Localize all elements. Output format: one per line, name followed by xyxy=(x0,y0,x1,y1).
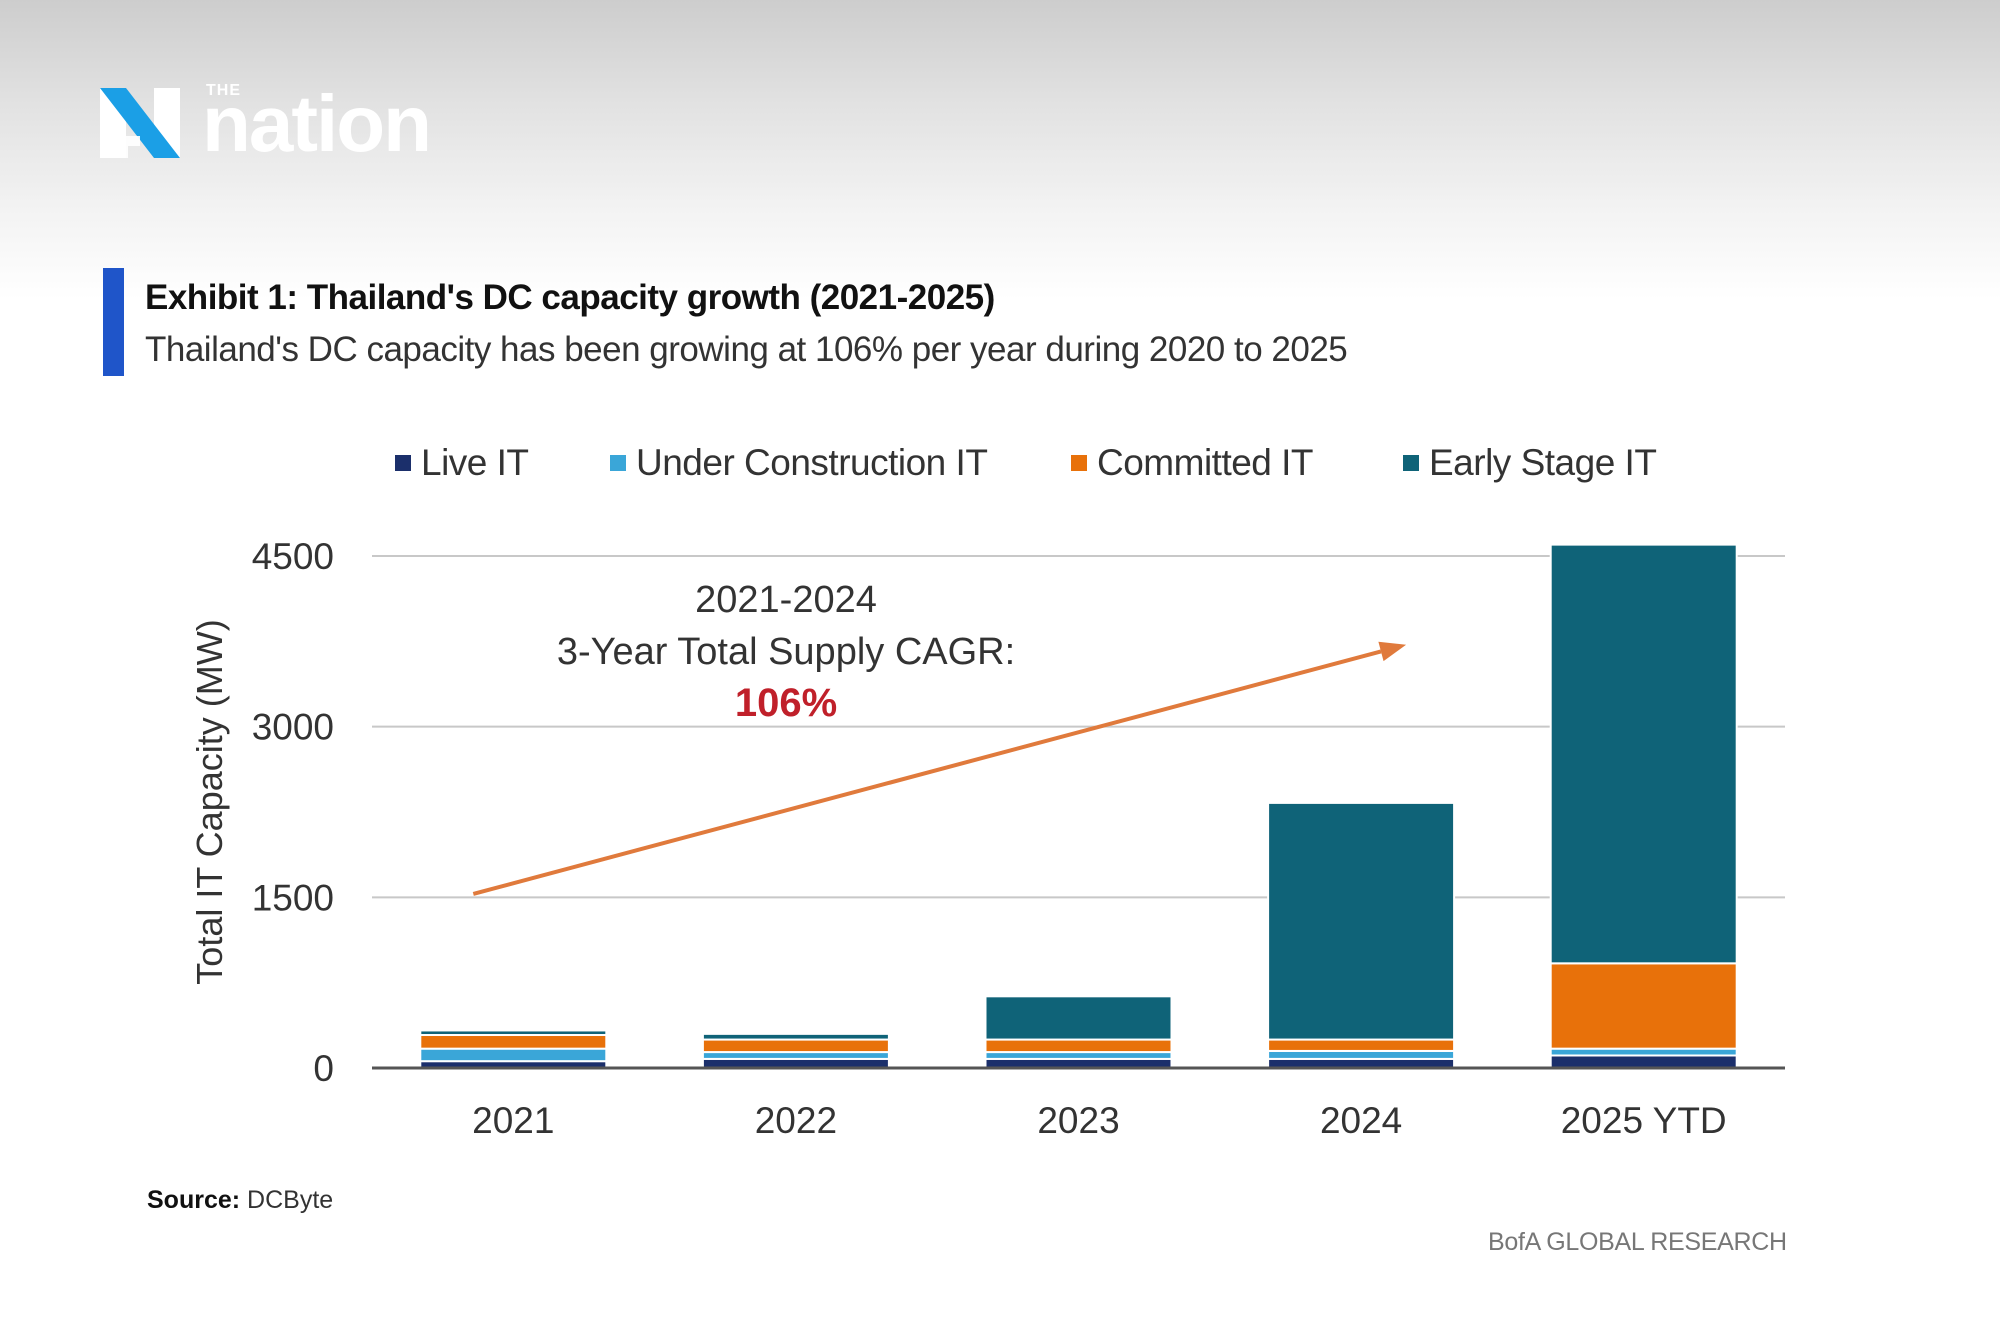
y-tick-label-4500: 4500 xyxy=(252,536,334,577)
chart-subtitle: Thailand's DC capacity has been growing … xyxy=(145,330,1348,369)
legend-item-live-it: Live IT xyxy=(395,442,529,484)
bar-2023-under-construction-it xyxy=(984,1051,1173,1060)
bar-2022-committed-it xyxy=(701,1038,890,1054)
cagr-annotation-label: 3-Year Total Supply CAGR: xyxy=(557,631,1015,673)
x-tick-label-2023: 2023 xyxy=(1037,1100,1119,1141)
cagr-arrow-line xyxy=(472,649,1382,896)
bar-2024-early-stage-it xyxy=(1267,801,1456,1041)
cagr-annotation-period: 2021-2024 xyxy=(695,579,877,621)
logo-wordmark: nation xyxy=(202,79,432,168)
legend-swatch-live-it xyxy=(395,455,411,471)
bar-2025-ytd-committed-it xyxy=(1549,962,1738,1050)
legend-label-early-stage-it: Early Stage IT xyxy=(1429,442,1657,483)
bar-2022-early-stage-it xyxy=(701,1032,890,1041)
y-axis-title: Total IT Capacity (MW) xyxy=(189,619,230,984)
source-value: DCByte xyxy=(247,1186,334,1214)
legend-swatch-committed-it xyxy=(1071,455,1087,471)
legend-label-committed-it: Committed IT xyxy=(1097,442,1314,483)
bar-2025-ytd-live-it xyxy=(1549,1054,1738,1070)
legend-item-early-stage-it: Early Stage IT xyxy=(1403,442,1657,484)
bar-2024-under-construction-it xyxy=(1267,1049,1456,1060)
chart-legend: Live IT Under Construction IT Committed … xyxy=(0,442,2000,490)
bar-2025-ytd-early-stage-it xyxy=(1549,543,1738,965)
source-label: Source: xyxy=(147,1186,241,1214)
x-tick-label-2022: 2022 xyxy=(755,1100,837,1141)
bar-2024-committed-it xyxy=(1267,1038,1456,1052)
bar-2023-committed-it xyxy=(984,1038,1173,1054)
bar-2021-committed-it xyxy=(419,1034,608,1050)
bar-2023-early-stage-it xyxy=(984,995,1173,1041)
legend-label-under-construction-it: Under Construction IT xyxy=(636,442,988,483)
header-band xyxy=(0,0,2000,300)
bar-2025-ytd-under-construction-it xyxy=(1549,1047,1738,1057)
bar-2021-early-stage-it xyxy=(419,1029,608,1037)
bar-2022-under-construction-it xyxy=(701,1051,890,1060)
legend-label-live-it: Live IT xyxy=(421,442,529,483)
x-tick-label-2025-ytd: 2025 YTD xyxy=(1561,1100,1727,1141)
legend-item-under-construction-it: Under Construction IT xyxy=(610,442,988,484)
y-tick-label-3000: 3000 xyxy=(252,707,334,748)
y-tick-label-0: 0 xyxy=(313,1048,334,1089)
x-tick-label-2024: 2024 xyxy=(1320,1100,1402,1141)
chart-title: Exhibit 1: Thailand's DC capacity growth… xyxy=(145,278,995,317)
legend-swatch-early-stage-it xyxy=(1403,455,1419,471)
source-note: Source: DCByte xyxy=(147,1186,333,1215)
title-accent-bar xyxy=(103,268,124,376)
x-tick-label-2021: 2021 xyxy=(472,1100,554,1141)
nation-logo-mark xyxy=(100,88,180,158)
legend-swatch-under-construction-it xyxy=(610,455,626,471)
logo-small-text: THE xyxy=(206,82,241,99)
cagr-annotation-value: 106% xyxy=(735,681,837,725)
legend-item-committed-it: Committed IT xyxy=(1071,442,1314,484)
cagr-arrow-head xyxy=(1378,641,1407,662)
research-credit: BofA GLOBAL RESEARCH xyxy=(1488,1228,1787,1256)
y-tick-label-1500: 1500 xyxy=(252,877,334,918)
bar-2021-under-construction-it xyxy=(419,1047,608,1063)
